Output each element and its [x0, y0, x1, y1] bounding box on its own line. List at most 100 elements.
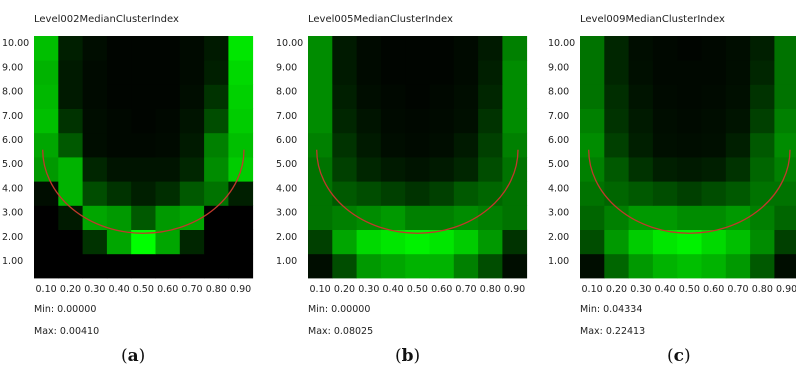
x-tick-label: 0.20	[606, 284, 627, 295]
x-tick-label: 0.60	[157, 284, 178, 295]
heatmap-cell	[204, 36, 229, 61]
heatmap-cell	[204, 132, 229, 158]
heatmap-cell	[380, 60, 406, 85]
heatmap-cell	[228, 36, 254, 61]
heatmap-cell	[580, 84, 605, 109]
heatmap-cell	[332, 84, 357, 109]
heatmap-cell	[308, 205, 333, 230]
heatmap-cell	[332, 181, 357, 206]
y-tick-label: 2.00	[276, 232, 297, 243]
x-tick-label: 0.70	[727, 284, 748, 295]
y-tick-label: 8.00	[548, 87, 569, 98]
reference-curve	[42, 149, 245, 234]
y-tick-label: 7.00	[276, 111, 297, 122]
heatmap-cell	[725, 181, 751, 206]
y-tick-label: 10.00	[2, 38, 29, 49]
heatmap-cell	[58, 60, 83, 85]
y-tick-label: 8.00	[276, 87, 297, 98]
y-tick-label: 5.00	[2, 159, 23, 170]
heatmap-cell	[478, 181, 503, 206]
heatmap-cell	[750, 157, 775, 182]
heatmap-cell	[677, 108, 702, 134]
heatmap-cell	[131, 253, 156, 279]
heatmap-cell	[604, 36, 629, 61]
y-tick-label: 6.00	[548, 135, 569, 146]
heatmap-cell	[725, 253, 751, 279]
heatmap-cell	[131, 60, 156, 85]
heatmap-cell	[332, 205, 357, 230]
heatmap-cell	[356, 229, 382, 255]
heatmap-cell	[750, 205, 775, 230]
heatmap-cell	[429, 253, 455, 279]
heatmap-cell	[453, 229, 479, 255]
heatmap-cell	[179, 60, 205, 85]
heatmap-cell	[380, 132, 406, 158]
heatmap-cell	[774, 132, 796, 158]
x-tick-label: 0.40	[655, 284, 676, 295]
heatmap-cell	[502, 229, 528, 255]
heatmap-cell	[701, 253, 727, 279]
y-tick-label: 1.00	[2, 256, 23, 267]
heatmap-cell	[405, 253, 430, 279]
y-tick-label: 6.00	[2, 135, 23, 146]
heatmap-cell	[453, 253, 479, 279]
y-tick-label: 7.00	[2, 111, 23, 122]
heatmap-cell	[750, 84, 775, 109]
heatmap-cell	[106, 84, 132, 109]
heatmap-cell	[429, 157, 455, 182]
heatmap-cell	[604, 60, 629, 85]
heatmap-cell	[725, 132, 751, 158]
heatmap-cell	[628, 84, 654, 109]
y-tick-label: 2.00	[548, 232, 569, 243]
heatmap-cell	[58, 205, 83, 230]
heatmap-cell	[106, 132, 132, 158]
heatmap-cell	[34, 132, 59, 158]
heatmap-cell	[652, 60, 678, 85]
min-label: Min: 0.00000	[34, 304, 97, 315]
heatmap-cell	[677, 181, 702, 206]
y-tick-label: 4.00	[548, 183, 569, 194]
y-tick-label: 10.00	[276, 38, 303, 49]
heatmap-cell	[106, 253, 132, 279]
y-tick-label: 5.00	[548, 159, 569, 170]
heatmap-cell	[106, 60, 132, 85]
heatmap-cell	[155, 36, 181, 61]
heatmap-cell	[502, 205, 528, 230]
heatmap-cell	[725, 36, 751, 61]
heatmap-cell	[652, 205, 678, 230]
heatmap-cell	[179, 181, 205, 206]
panel-title: Level009MedianClusterIndex	[580, 14, 725, 25]
heatmap-cell	[628, 157, 654, 182]
heatmap-cell	[725, 108, 751, 134]
min-label: Min: 0.00000	[308, 304, 371, 315]
heatmap-cell	[106, 36, 132, 61]
heatmap-cell	[580, 157, 605, 182]
heatmap-cell	[750, 108, 775, 134]
heatmap-cell	[774, 229, 796, 255]
heatmap-cell	[179, 108, 205, 134]
heatmap-cell	[604, 253, 629, 279]
heatmap-cell	[34, 229, 59, 255]
heatmap-cell	[774, 108, 796, 134]
heatmap-cell	[356, 36, 382, 61]
heatmap-cell	[580, 36, 605, 61]
panel-caption: (a)	[121, 346, 146, 366]
heatmap-cell	[58, 132, 83, 158]
heatmap-cell	[228, 132, 254, 158]
heatmap-cell	[652, 157, 678, 182]
heatmap-cell	[677, 157, 702, 182]
heatmap-cell	[204, 84, 229, 109]
heatmap-cell	[701, 60, 727, 85]
heatmap-cell	[677, 132, 702, 158]
x-tick-label: 0.50	[679, 284, 700, 295]
heatmap-cell	[58, 181, 83, 206]
heatmap-cell	[405, 108, 430, 134]
x-tick-label: 0.10	[36, 284, 57, 295]
heatmap-cell	[332, 253, 357, 279]
heatmap-cell	[179, 253, 205, 279]
heatmap-cell	[204, 205, 229, 230]
x-tick-label: 0.80	[480, 284, 501, 295]
heatmap-cell	[604, 108, 629, 134]
caption-letter: a	[127, 346, 139, 366]
heatmap-cell	[580, 205, 605, 230]
